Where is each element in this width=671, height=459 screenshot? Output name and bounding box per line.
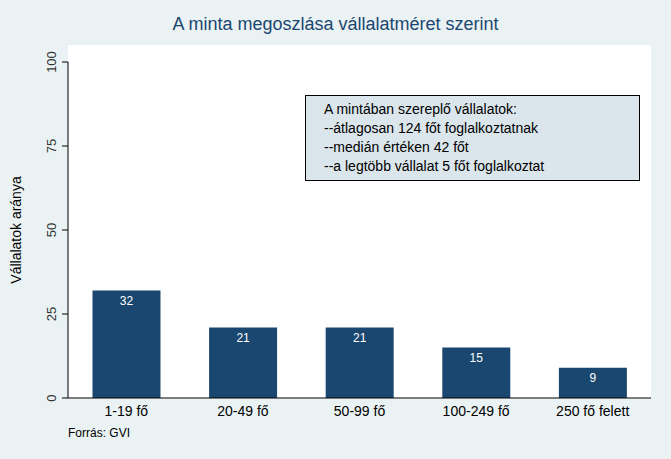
svg-text:32: 32: [120, 294, 134, 308]
svg-text:15: 15: [470, 351, 484, 365]
svg-text:75: 75: [44, 139, 59, 153]
html-text:--átlagosan 124 főt foglalkozt: --átlagosan 124 főt foglalkoztatnak: [324, 120, 538, 136]
svg-text:250 fő felett: 250 fő felett: [556, 403, 629, 419]
svg-text:Vállalatok aránya: Vállalatok aránya: [8, 176, 24, 284]
svg-text:20-49 fő: 20-49 fő: [217, 403, 269, 419]
svg-text:21: 21: [236, 331, 250, 345]
html-text:Forrás: GVI: Forrás: GVI: [68, 426, 130, 440]
html-text:--a legtöbb vállalat 5 főt fog: --a legtöbb vállalat 5 főt foglalkoztat: [324, 158, 545, 174]
svg-text:0: 0: [44, 394, 59, 401]
svg-text:25: 25: [44, 307, 59, 321]
svg-text:1-19 fő: 1-19 fő: [105, 403, 149, 419]
svg-text:9: 9: [590, 371, 597, 385]
html-text:--medián értéken 42 főt: --medián értéken 42 főt: [324, 139, 469, 155]
svg-text:100: 100: [44, 51, 59, 73]
svg-text:50: 50: [44, 223, 59, 237]
html-text:A mintában szereplő vállalatok: A mintában szereplő vállalatok:: [324, 101, 517, 117]
svg-text:100-249 fő: 100-249 fő: [443, 403, 510, 419]
svg-text:50-99 fő: 50-99 fő: [334, 403, 386, 419]
svg-text:21: 21: [353, 331, 367, 345]
html-text:A minta megoszlása vállalatmér: A minta megoszlása vállalatméret szerint: [172, 14, 499, 34]
